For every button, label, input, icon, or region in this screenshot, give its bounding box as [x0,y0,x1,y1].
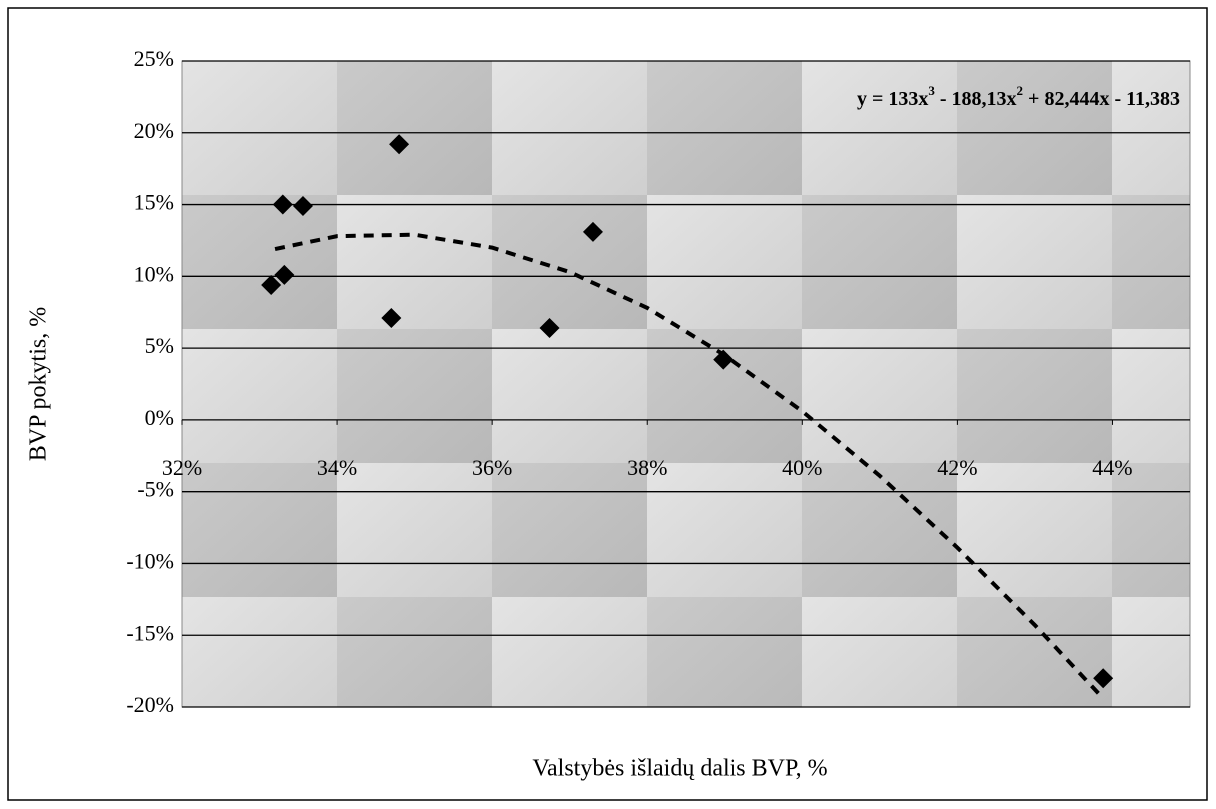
eq-part: y = 133x [857,88,928,110]
data-point [713,349,734,370]
eq-sup: 3 [928,83,935,98]
trend-equation: y = 133x3 - 188,13x2 + 82,444x - 11,383 [857,83,1180,110]
data-point [261,274,282,295]
y-tick-label: 5% [145,333,174,358]
x-tick-label: 38% [627,455,667,480]
x-tick-label: 32% [162,455,202,480]
data-point [274,264,295,285]
x-tick-label: 40% [782,455,822,480]
y-tick-label: 15% [134,190,174,215]
y-tick-label: -10% [126,548,174,573]
x-tick-label: 42% [937,455,977,480]
y-tick-label: -5% [137,477,174,502]
y-tick-label: 10% [134,261,174,286]
data-point [292,195,313,216]
x-axis-label: Valstybės išlaidų dalis BVP, % [532,756,827,782]
data-point [381,307,402,328]
data-point [582,221,603,242]
eq-part: + 82,444x - 11,383 [1023,88,1180,110]
y-tick-label: -20% [126,692,174,717]
y-tick-label: 25% [134,46,174,71]
x-tick-label: 34% [317,455,357,480]
y-tick-label: 20% [134,118,174,143]
y-axis-label: BVP pokytis, % [26,307,52,461]
eq-sup: 2 [1017,83,1024,98]
eq-part: - 188,13x [935,88,1017,110]
data-point [1093,668,1114,689]
y-tick-label: 0% [145,405,174,430]
y-tick-label: -15% [126,620,174,645]
trendline [274,232,1105,700]
data-point [539,318,560,339]
x-tick-label: 44% [1092,455,1132,480]
data-point [272,194,293,215]
plot-area [181,60,1191,708]
data-point [389,134,410,155]
x-tick-label: 36% [472,455,512,480]
